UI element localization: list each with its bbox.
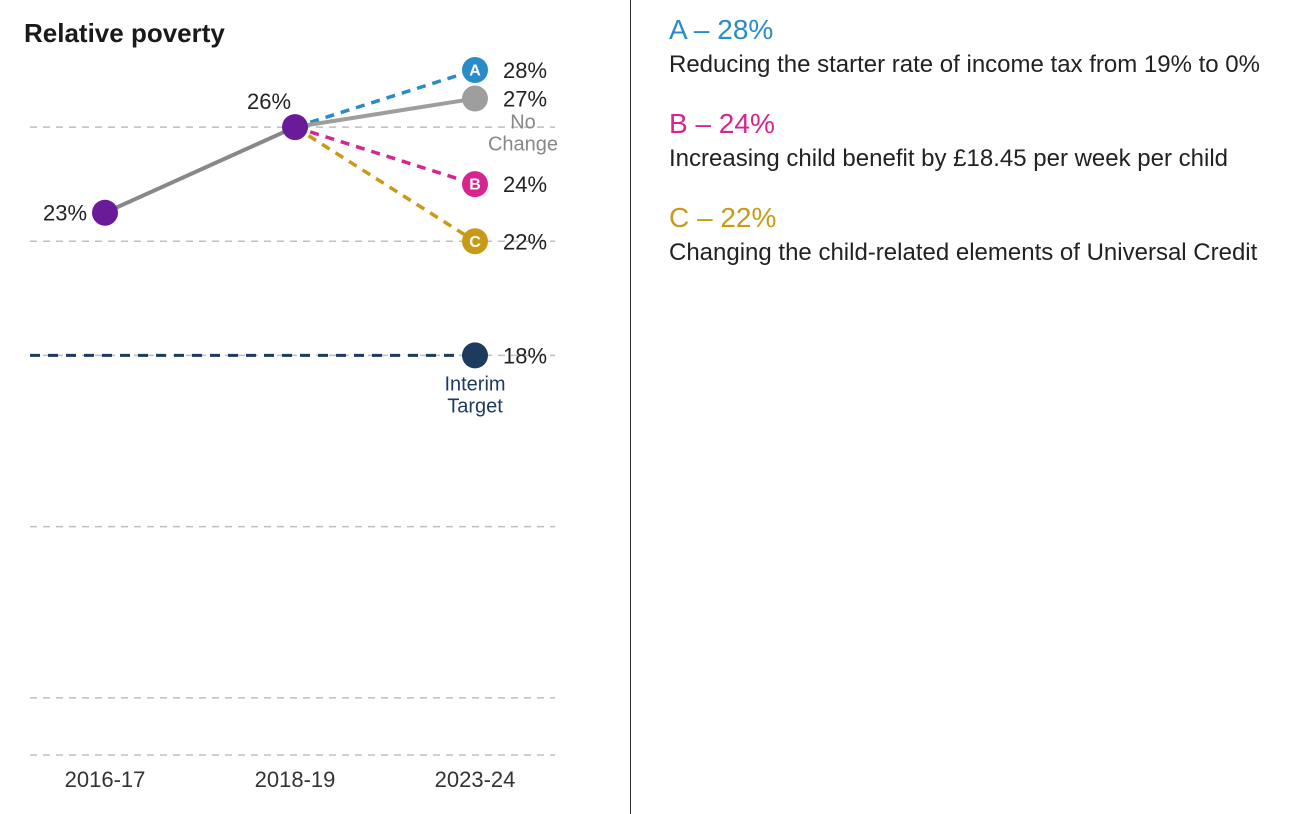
target-value-label: 18% xyxy=(503,343,547,368)
baseline-value-label: 26% xyxy=(247,89,291,114)
target-sublabel: Target xyxy=(447,395,503,417)
legend-item-b: B – 24% Increasing child benefit by £18.4… xyxy=(669,108,1266,174)
scenario-marker-letter: B xyxy=(469,177,481,194)
chart-svg: 2016-17 2018-19 2023-24 18% InterimTarget 23%… xyxy=(0,0,630,814)
legend-item-a: A – 28% Reducing the starter rate of inco… xyxy=(669,14,1266,80)
baseline-segment xyxy=(105,127,295,213)
scenario-line-a xyxy=(295,70,475,127)
baseline-marker xyxy=(92,200,118,226)
scenario-value-label: 28% xyxy=(503,58,547,83)
legend-panel: A – 28% Reducing the starter rate of inco… xyxy=(631,0,1290,814)
scenario-line-nochange xyxy=(295,99,475,128)
scenario-line-b xyxy=(295,127,475,184)
legend-head: B – 24% xyxy=(669,108,1266,140)
scenario-sublabel: Change xyxy=(488,134,558,156)
legend-desc: Increasing child benefit by £18.45 per w… xyxy=(669,144,1266,174)
scenario-marker-nochange xyxy=(462,86,488,112)
x-tick-label: 2016-17 xyxy=(65,767,146,792)
scenario-marker-letter: C xyxy=(469,234,481,251)
scenario-value-label: 22% xyxy=(503,229,547,254)
target-sublabel: Interim xyxy=(444,373,505,395)
target-marker xyxy=(462,342,488,368)
scenario-sublabel: No xyxy=(510,112,536,134)
legend-head: A – 28% xyxy=(669,14,1266,46)
baseline-marker xyxy=(282,114,308,140)
scenario-value-label: 27% xyxy=(503,87,547,112)
scenario-marker-letter: A xyxy=(469,63,481,80)
chart-panel: Relative poverty 2016-172018-192023-2418… xyxy=(0,0,630,814)
legend-head: C – 22% xyxy=(669,202,1266,234)
legend-item-c: C – 22% Changing the child-related elemen… xyxy=(669,202,1266,268)
legend-desc: Changing the child-related elements of U… xyxy=(669,238,1266,268)
x-tick-label: 2023-24 xyxy=(435,767,516,792)
baseline-value-label: 23% xyxy=(43,201,87,226)
legend-desc: Reducing the starter rate of income tax … xyxy=(669,50,1266,80)
scenario-value-label: 24% xyxy=(503,172,547,197)
scenario-line-c xyxy=(295,127,475,241)
x-tick-label: 2018-19 xyxy=(255,767,336,792)
